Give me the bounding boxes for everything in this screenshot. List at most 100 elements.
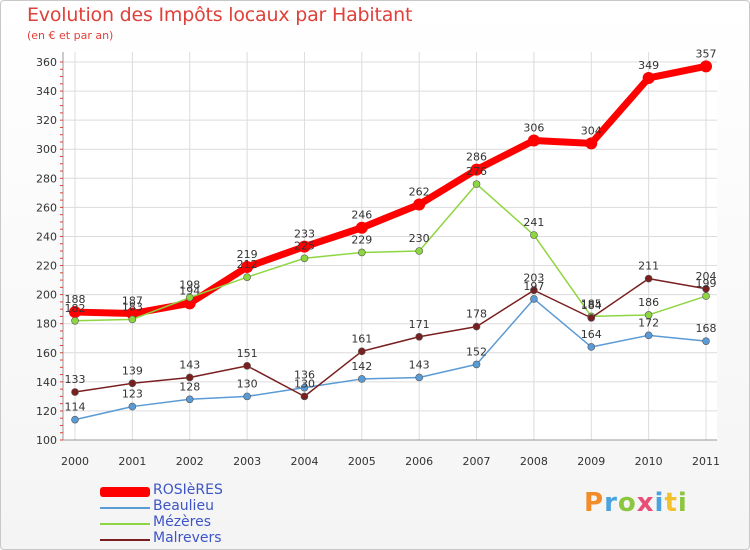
data-label: 171 (409, 318, 430, 331)
y-tick-label: 220 (36, 260, 57, 273)
x-tick-label: 2005 (348, 455, 376, 468)
data-point (243, 362, 251, 370)
y-tick-label: 100 (36, 434, 57, 447)
y-tick-label: 200 (36, 289, 57, 302)
y-tick-label: 320 (36, 114, 57, 127)
data-label: 143 (409, 358, 430, 371)
data-label: 286 (466, 151, 487, 164)
y-tick-label: 360 (36, 56, 57, 69)
legend-label: Beaulieu (153, 498, 214, 514)
data-point (587, 343, 596, 351)
data-point (300, 383, 309, 392)
data-point (358, 375, 366, 383)
data-label: 199 (696, 277, 717, 290)
logo-letter: P (584, 488, 605, 518)
data-label: 229 (351, 233, 372, 246)
data-label: 128 (179, 380, 200, 393)
data-point (71, 415, 79, 424)
x-tick-label: 2001 (118, 455, 146, 468)
y-tick-label: 140 (36, 376, 57, 389)
data-point (527, 134, 540, 147)
data-point (185, 373, 194, 382)
data-point (358, 248, 366, 257)
data-label: 225 (294, 239, 315, 252)
data-label: 203 (523, 271, 544, 284)
data-label: 142 (351, 360, 372, 373)
data-point (128, 315, 137, 324)
data-point (413, 198, 426, 211)
data-point (470, 163, 483, 176)
data-point (700, 60, 712, 73)
data-label: 178 (466, 308, 487, 321)
legend-swatch (100, 487, 150, 497)
proxiti-logo: Proxiti (584, 488, 688, 518)
legend-label: Mézères (153, 514, 212, 530)
data-point (415, 247, 423, 255)
data-point (243, 273, 251, 281)
data-point (530, 231, 538, 239)
data-point (530, 286, 538, 295)
data-label: 185 (581, 297, 602, 310)
chart-subtitle: (en € et par an) (27, 29, 114, 42)
data-point (71, 316, 79, 325)
legend-label: Malrevers (153, 530, 222, 546)
x-tick-label: 2008 (520, 455, 548, 468)
data-label: 198 (179, 279, 200, 292)
data-label: 136 (294, 369, 315, 382)
x-tick-label: 2006 (405, 455, 433, 468)
x-tick-label: 2009 (577, 455, 605, 468)
chart-title: Evolution des Impôts locaux par Habitant (27, 4, 413, 26)
x-tick-label: 2010 (635, 455, 663, 468)
y-tick-label: 260 (36, 201, 57, 214)
legend-swatch (100, 523, 150, 525)
data-label: 123 (122, 388, 143, 401)
logo-letter: t (664, 488, 678, 518)
legend-swatch (100, 507, 150, 509)
data-point (644, 331, 653, 340)
data-point (69, 306, 81, 319)
data-label: 233 (294, 228, 315, 241)
data-label: 262 (409, 185, 430, 198)
data-label: 139 (122, 364, 143, 377)
legend-label: ROSIèRES (153, 482, 223, 498)
data-label: 211 (638, 260, 659, 273)
data-point (472, 360, 481, 369)
data-point (415, 373, 423, 382)
legend-swatch (100, 539, 150, 541)
data-point (126, 307, 139, 320)
y-tick-label: 280 (36, 172, 57, 185)
plot-area (63, 52, 717, 440)
data-point (644, 311, 653, 319)
data-label: 204 (696, 270, 717, 283)
data-label: 133 (65, 373, 86, 386)
data-label: 212 (237, 258, 258, 271)
data-label: 276 (466, 165, 487, 178)
logo-letter: i (654, 488, 665, 518)
data-label: 230 (409, 232, 430, 245)
data-point (241, 260, 254, 273)
data-point (128, 402, 137, 411)
data-label: 219 (237, 248, 258, 261)
data-label: 182 (65, 302, 86, 315)
y-tick-label: 180 (36, 318, 57, 331)
x-tick-label: 2003 (233, 455, 261, 468)
logo-letter: x (636, 488, 655, 518)
y-tick-label: 300 (36, 143, 57, 156)
data-point (472, 322, 481, 331)
series-line-1 (74, 298, 707, 421)
series-line-2 (74, 183, 707, 322)
data-label: 143 (179, 358, 200, 371)
data-point (472, 180, 481, 188)
data-label: 172 (638, 316, 659, 329)
logo-letter: o (617, 488, 637, 518)
data-label: 349 (638, 59, 659, 72)
data-label: 183 (122, 300, 143, 313)
x-tick-label: 2002 (176, 455, 204, 468)
data-label: 164 (581, 328, 602, 341)
data-point (128, 379, 137, 388)
data-label: 152 (466, 345, 487, 358)
data-point (702, 284, 710, 293)
data-label: 187 (122, 295, 143, 308)
x-tick-label: 2000 (61, 455, 89, 468)
